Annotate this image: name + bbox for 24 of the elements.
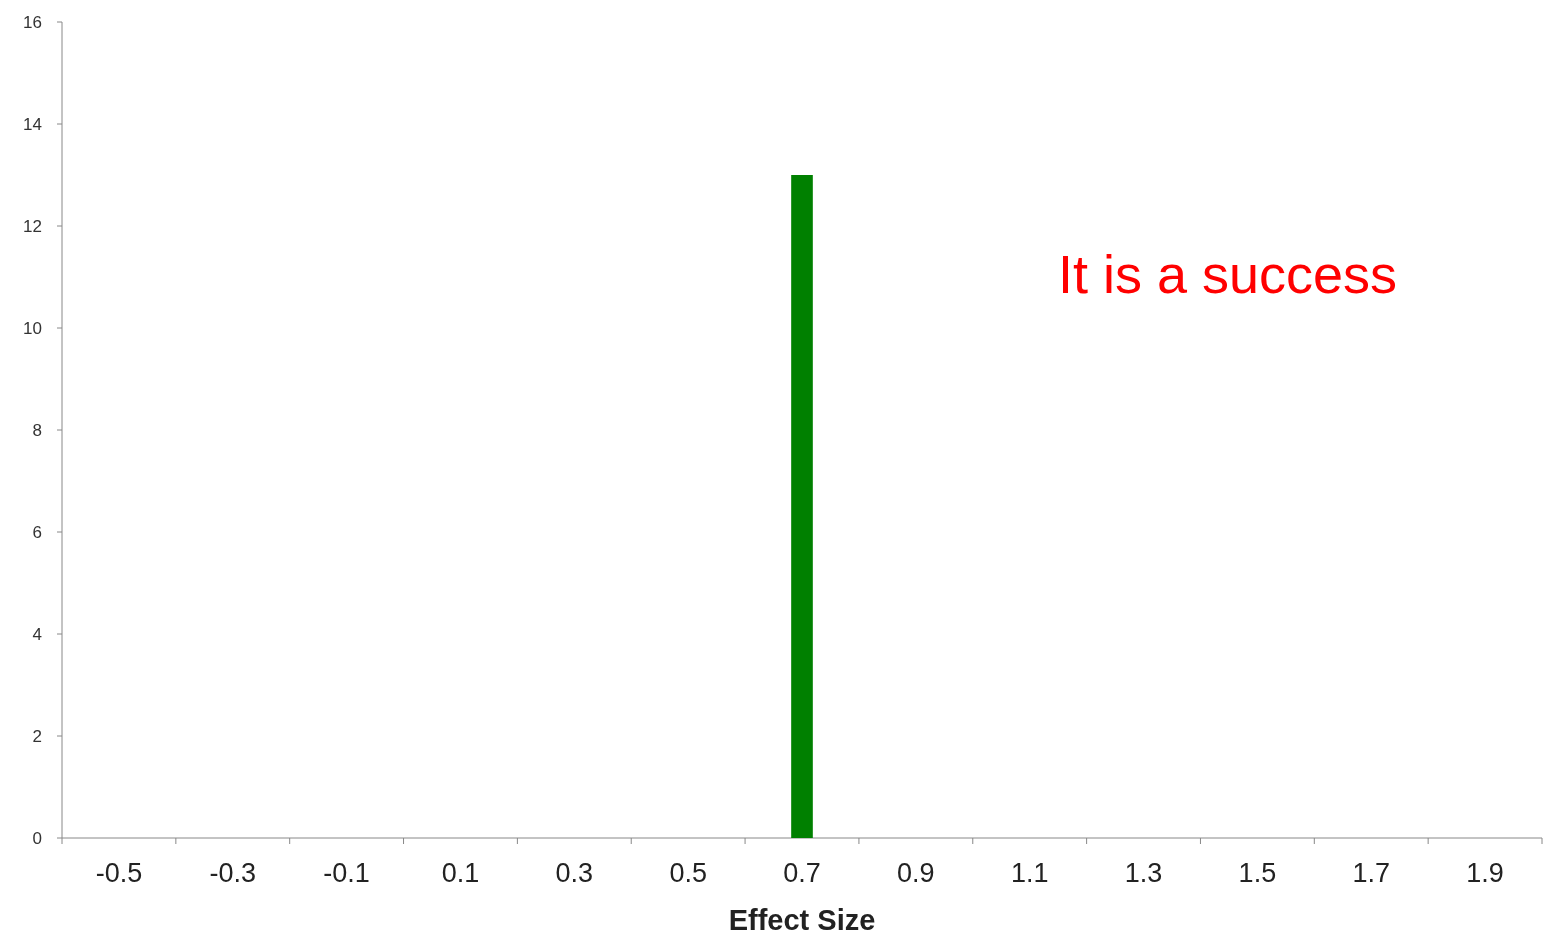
x-tick-label: 1.5 [1238,858,1277,888]
x-tick-label: 0.3 [555,858,594,888]
x-tick-label: 1.7 [1352,858,1390,888]
y-tick-label: 6 [32,522,42,542]
x-tick-label: -0.3 [209,858,257,888]
y-tick-label: 14 [23,114,42,134]
y-tick-label: 8 [32,420,42,440]
y-tick-label: 0 [32,828,42,848]
x-tick-label: 1.9 [1466,858,1504,888]
y-tick-label: 16 [23,12,42,32]
y-tick-label: 12 [23,216,42,236]
x-tick-label: 0.7 [783,858,821,888]
y-tick-label: 10 [23,318,42,338]
x-tick-label: 0.9 [897,858,935,888]
x-tick-label: 1.1 [1010,858,1049,888]
x-tick-label: 0.5 [669,858,707,888]
x-axis-title: Effect Size [728,904,876,936]
x-tick-label: -0.1 [323,858,370,888]
x-tick-label: -0.5 [95,858,143,888]
annotation: It is a success [1058,244,1398,304]
x-tick-label: 1.3 [1124,858,1163,888]
x-tick-label: 0.1 [441,858,480,888]
y-tick-label: 2 [32,726,42,746]
y-tick-label: 4 [32,624,42,644]
